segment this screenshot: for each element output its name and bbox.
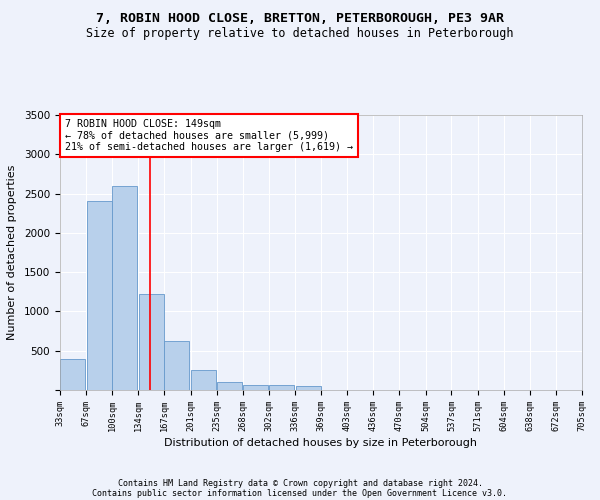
Bar <box>243 385 268 390</box>
Text: Contains public sector information licensed under the Open Government Licence v3: Contains public sector information licen… <box>92 488 508 498</box>
X-axis label: Distribution of detached houses by size in Peterborough: Distribution of detached houses by size … <box>164 438 478 448</box>
Bar <box>112 186 137 390</box>
Bar <box>139 294 164 390</box>
Text: 7, ROBIN HOOD CLOSE, BRETTON, PETERBOROUGH, PE3 9AR: 7, ROBIN HOOD CLOSE, BRETTON, PETERBOROU… <box>96 12 504 26</box>
Text: 7 ROBIN HOOD CLOSE: 149sqm
← 78% of detached houses are smaller (5,999)
21% of s: 7 ROBIN HOOD CLOSE: 149sqm ← 78% of deta… <box>65 119 353 152</box>
Bar <box>164 342 190 390</box>
Bar <box>87 202 112 390</box>
Text: Size of property relative to detached houses in Peterborough: Size of property relative to detached ho… <box>86 28 514 40</box>
Text: Contains HM Land Registry data © Crown copyright and database right 2024.: Contains HM Land Registry data © Crown c… <box>118 478 482 488</box>
Bar <box>217 382 242 390</box>
Bar <box>296 386 320 390</box>
Bar <box>191 370 216 390</box>
Y-axis label: Number of detached properties: Number of detached properties <box>7 165 17 340</box>
Bar <box>269 385 294 390</box>
Bar <box>61 360 85 390</box>
